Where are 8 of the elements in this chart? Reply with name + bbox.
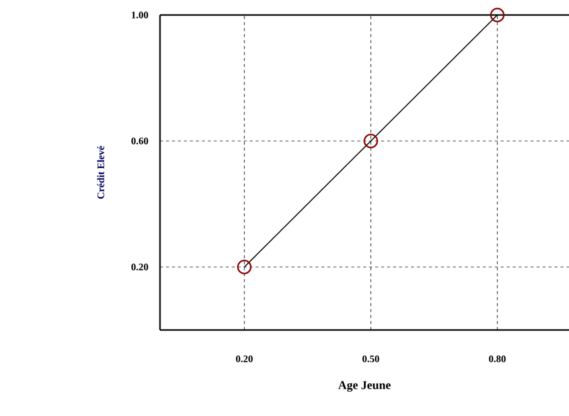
x-axis-title: Age Jeune	[338, 381, 391, 392]
x-tick-label: 0.50	[362, 356, 380, 362]
x-tick-label: 0.80	[488, 356, 506, 362]
x-tick-label: 0.20	[236, 356, 253, 362]
y-tick-label: 0.20	[131, 264, 148, 270]
y-axis-title: Crédit Elevé	[97, 146, 104, 199]
y-tick-label: 0.60	[131, 138, 148, 144]
y-tick-label: 1.00	[132, 12, 148, 18]
